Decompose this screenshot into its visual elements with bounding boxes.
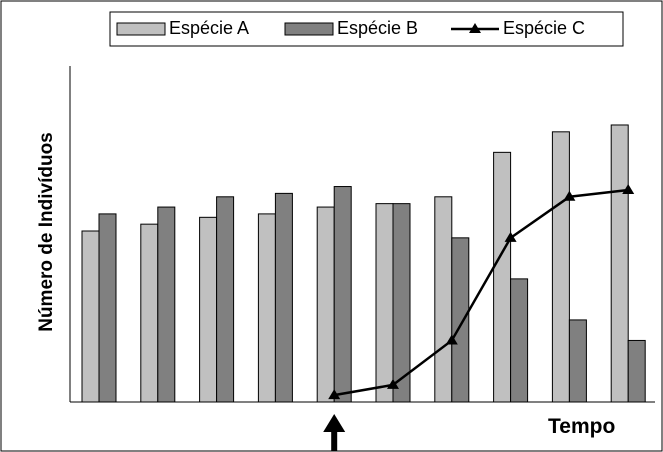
bar-b-1 (98, 213, 117, 403)
legend: Espécie A Espécie B Espécie C (109, 11, 624, 47)
legend-label-b: Espécie B (337, 18, 418, 38)
bar-b-9 (568, 319, 587, 403)
line-layer (328, 183, 635, 400)
marker-c-5 (328, 389, 341, 400)
marker-c-6 (387, 378, 399, 389)
y-axis-label: Número de Indivíduos (36, 132, 57, 332)
legend-swatch-a (116, 22, 166, 36)
arrow-annotation (323, 414, 346, 451)
bar-b-8 (510, 278, 529, 403)
arrow-head (323, 414, 346, 432)
bar-b-2 (157, 206, 176, 403)
x-axis-label: Tempo (548, 415, 615, 438)
line-especie-c (333, 188, 629, 397)
legend-marker-c (469, 23, 481, 33)
arrow-shaft (331, 431, 338, 451)
bar-a-2 (140, 223, 159, 403)
bar-a-6 (375, 203, 394, 403)
bar-b-5 (333, 186, 352, 403)
bar-a-4 (257, 213, 276, 403)
bar-a-10 (610, 124, 629, 403)
bar-b-3 (216, 196, 235, 403)
bar-a-5 (316, 206, 335, 403)
bar-a-7 (434, 196, 453, 403)
legend-box (109, 11, 624, 47)
legend-label-a: Espécie A (169, 18, 249, 38)
marker-c-9 (563, 190, 576, 201)
marker-c-7 (445, 334, 458, 345)
legend-label-c: Espécie C (503, 18, 585, 38)
marker-c-8 (504, 231, 517, 242)
bar-b-10 (627, 339, 646, 403)
bars-layer (81, 124, 646, 403)
bar-a-9 (551, 131, 570, 403)
bar-b-7 (451, 237, 470, 403)
bar-b-4 (274, 192, 293, 403)
bar-b-6 (392, 203, 411, 403)
marker-c-10 (622, 183, 635, 194)
bar-a-8 (493, 151, 512, 403)
bar-a-1 (81, 230, 100, 403)
legend-swatch-b (284, 22, 334, 36)
bar-a-3 (199, 216, 218, 403)
